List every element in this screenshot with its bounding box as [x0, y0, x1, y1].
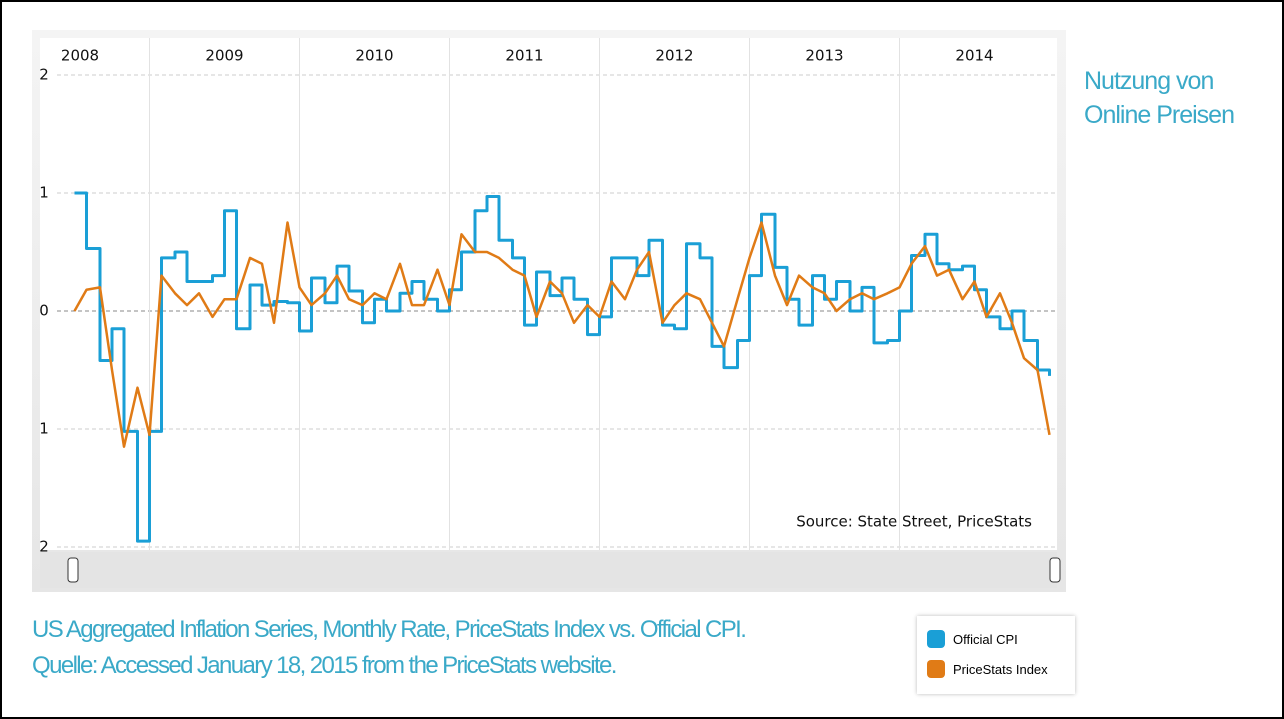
legend: Official CPI PriceStats Index	[917, 616, 1075, 694]
legend-label: Official CPI	[953, 631, 1018, 647]
scroll-handle[interactable]	[1049, 557, 1061, 583]
legend-label: PriceStats Index	[953, 661, 1048, 677]
caption: Quelle: Accessed January 18, 2015 from t…	[32, 652, 617, 679]
x-tick-label: 2009	[205, 47, 243, 65]
source-note: Source: State Street, PriceStats	[796, 513, 1032, 531]
legend-item: Official CPI	[927, 630, 1018, 648]
y-tick-label: 1	[39, 420, 49, 438]
chart: 2 1 0 1 2 2008 2009 2010 2011 2012 2013 2014 Source:…	[32, 30, 1066, 592]
y-tick-label: 1	[39, 184, 49, 202]
y-tick-label: 2	[39, 538, 49, 556]
x-tick-label: 2008	[61, 47, 99, 65]
slide-title: Nutzung von Online Preisen	[1084, 67, 1235, 129]
x-tick-label: 2010	[355, 47, 393, 65]
legend-item: PriceStats Index	[927, 660, 1048, 678]
scrollbar	[40, 552, 1057, 588]
x-tick-label: 2011	[505, 47, 543, 65]
scroll-handle[interactable]	[67, 557, 79, 583]
legend-swatch	[927, 660, 945, 678]
legend-swatch	[927, 630, 945, 648]
y-tick-label: 0	[39, 302, 49, 320]
y-tick-label: 2	[39, 66, 49, 84]
line-series	[74, 191, 1051, 543]
x-tick-label: 2014	[955, 47, 993, 65]
caption: US Aggregated Inflation Series, Monthly …	[32, 616, 747, 643]
line-series	[73, 221, 1051, 448]
x-tick-label: 2013	[805, 47, 843, 65]
x-tick-label: 2012	[655, 47, 693, 65]
